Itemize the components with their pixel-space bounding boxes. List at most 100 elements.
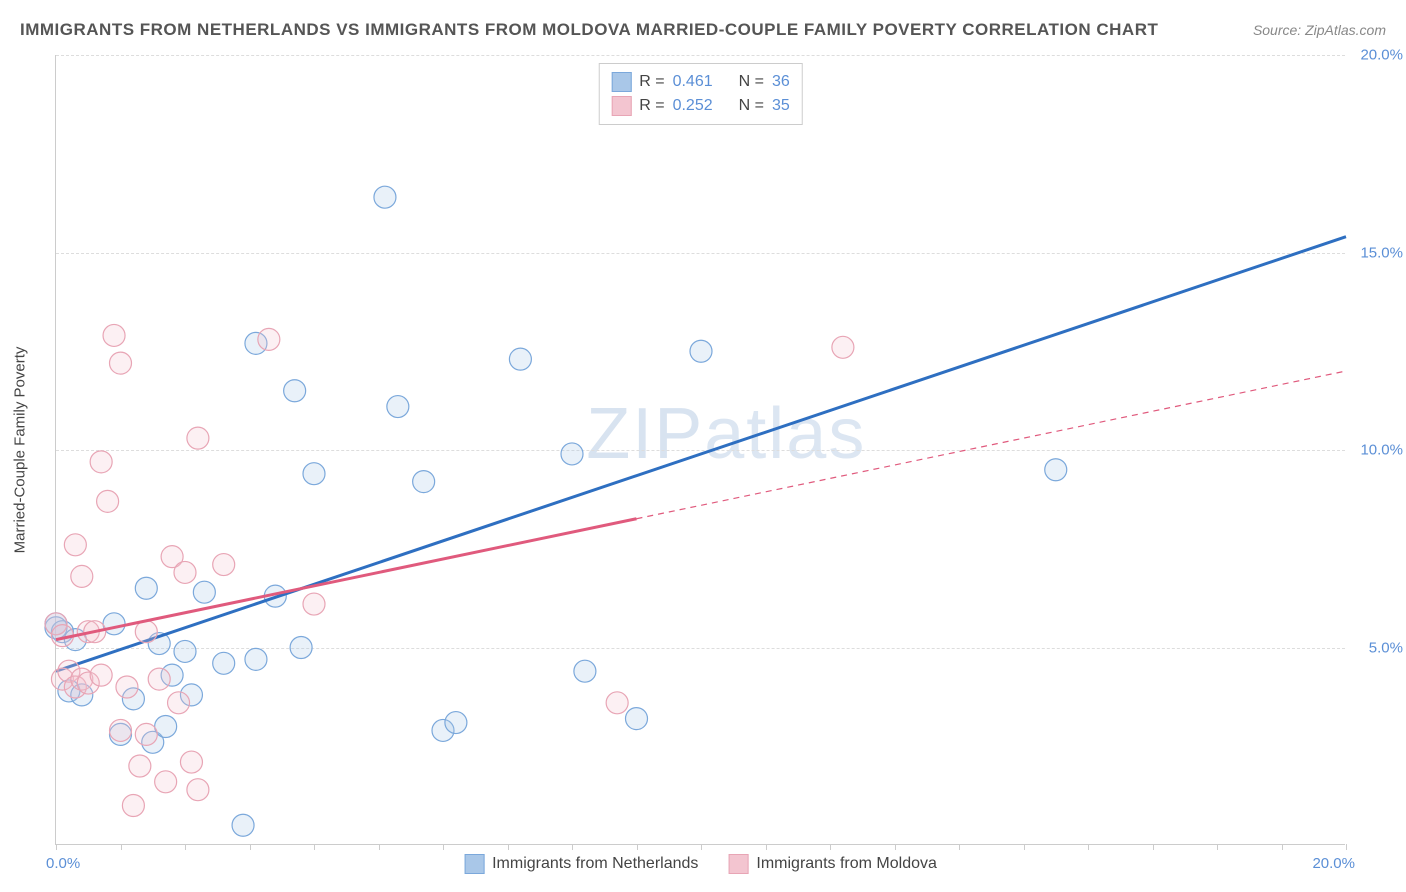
y-tick-label: 15.0% bbox=[1353, 244, 1403, 261]
r-value-1: 0.252 bbox=[673, 97, 713, 115]
legend-series-swatch-1 bbox=[728, 854, 748, 874]
scatter-point bbox=[606, 692, 628, 714]
scatter-point bbox=[155, 716, 177, 738]
scatter-point bbox=[148, 668, 170, 690]
x-tick bbox=[185, 844, 186, 850]
scatter-point bbox=[97, 490, 119, 512]
x-tick bbox=[1346, 844, 1347, 850]
scatter-point bbox=[1045, 459, 1067, 481]
scatter-point bbox=[135, 723, 157, 745]
x-tick bbox=[1217, 844, 1218, 850]
plot-svg bbox=[56, 55, 1345, 844]
x-tick bbox=[701, 844, 702, 850]
legend-series-label-1: Immigrants from Moldova bbox=[756, 855, 937, 873]
x-tick-label-min: 0.0% bbox=[46, 855, 80, 872]
x-tick-label-max: 20.0% bbox=[1312, 855, 1355, 872]
x-tick bbox=[443, 844, 444, 850]
scatter-point bbox=[232, 814, 254, 836]
n-value-0: 36 bbox=[772, 73, 790, 91]
legend-swatch-0 bbox=[611, 72, 631, 92]
scatter-point bbox=[193, 581, 215, 603]
scatter-point bbox=[509, 348, 531, 370]
scatter-point bbox=[174, 561, 196, 583]
legend-series-item-0: Immigrants from Netherlands bbox=[464, 854, 698, 874]
chart-container: Married-Couple Family Poverty ZIPatlas 5… bbox=[55, 55, 1345, 845]
x-tick bbox=[56, 844, 57, 850]
scatter-point bbox=[303, 463, 325, 485]
scatter-point bbox=[103, 324, 125, 346]
scatter-point bbox=[284, 380, 306, 402]
x-tick bbox=[314, 844, 315, 850]
n-label-0: N = bbox=[739, 73, 764, 91]
scatter-point bbox=[135, 577, 157, 599]
r-label-0: R = bbox=[639, 73, 664, 91]
legend-stats-row-0: R = 0.461 N = 36 bbox=[611, 70, 790, 94]
chart-title: IMMIGRANTS FROM NETHERLANDS VS IMMIGRANT… bbox=[20, 20, 1158, 40]
scatter-point bbox=[110, 719, 132, 741]
y-axis-label: Married-Couple Family Poverty bbox=[12, 347, 29, 554]
scatter-point bbox=[155, 771, 177, 793]
scatter-point bbox=[561, 443, 583, 465]
scatter-point bbox=[135, 621, 157, 643]
scatter-point bbox=[129, 755, 151, 777]
y-tick-label: 10.0% bbox=[1353, 442, 1403, 459]
scatter-point bbox=[180, 751, 202, 773]
x-tick bbox=[1024, 844, 1025, 850]
scatter-point bbox=[116, 676, 138, 698]
legend-swatch-1 bbox=[611, 96, 631, 116]
x-tick bbox=[572, 844, 573, 850]
scatter-point bbox=[832, 336, 854, 358]
x-tick bbox=[1088, 844, 1089, 850]
scatter-point bbox=[174, 640, 196, 662]
x-tick bbox=[959, 844, 960, 850]
scatter-point bbox=[187, 427, 209, 449]
x-tick bbox=[1282, 844, 1283, 850]
chart-header: IMMIGRANTS FROM NETHERLANDS VS IMMIGRANT… bbox=[20, 20, 1386, 40]
scatter-point bbox=[103, 613, 125, 635]
x-tick bbox=[379, 844, 380, 850]
scatter-point bbox=[213, 652, 235, 674]
x-tick bbox=[1153, 844, 1154, 850]
scatter-point bbox=[387, 396, 409, 418]
x-tick bbox=[250, 844, 251, 850]
scatter-point bbox=[168, 692, 190, 714]
r-value-0: 0.461 bbox=[673, 73, 713, 91]
x-tick bbox=[766, 844, 767, 850]
y-tick-label: 5.0% bbox=[1353, 639, 1403, 656]
y-tick-label: 20.0% bbox=[1353, 47, 1403, 64]
legend-series-swatch-0 bbox=[464, 854, 484, 874]
x-tick bbox=[121, 844, 122, 850]
trend-line bbox=[56, 237, 1346, 672]
n-value-1: 35 bbox=[772, 97, 790, 115]
r-label-1: R = bbox=[639, 97, 664, 115]
scatter-point bbox=[245, 648, 267, 670]
scatter-point bbox=[64, 534, 86, 556]
plot-area: ZIPatlas 5.0%10.0%15.0%20.0% 0.0% 20.0% … bbox=[55, 55, 1345, 845]
scatter-point bbox=[213, 554, 235, 576]
scatter-point bbox=[290, 637, 312, 659]
scatter-point bbox=[303, 593, 325, 615]
legend-series-item-1: Immigrants from Moldova bbox=[728, 854, 937, 874]
x-tick bbox=[508, 844, 509, 850]
scatter-point bbox=[445, 712, 467, 734]
scatter-point bbox=[413, 471, 435, 493]
x-tick bbox=[895, 844, 896, 850]
scatter-point bbox=[187, 779, 209, 801]
scatter-point bbox=[258, 328, 280, 350]
scatter-point bbox=[690, 340, 712, 362]
scatter-point bbox=[110, 352, 132, 374]
legend-series: Immigrants from Netherlands Immigrants f… bbox=[464, 854, 937, 874]
legend-series-label-0: Immigrants from Netherlands bbox=[492, 855, 698, 873]
scatter-point bbox=[626, 708, 648, 730]
n-label-1: N = bbox=[739, 97, 764, 115]
x-tick bbox=[637, 844, 638, 850]
scatter-point bbox=[122, 795, 144, 817]
trend-line-extrapolated bbox=[637, 371, 1347, 519]
legend-stats-row-1: R = 0.252 N = 35 bbox=[611, 94, 790, 118]
chart-source: Source: ZipAtlas.com bbox=[1253, 22, 1386, 38]
x-tick bbox=[830, 844, 831, 850]
scatter-point bbox=[374, 186, 396, 208]
scatter-point bbox=[90, 664, 112, 686]
scatter-point bbox=[574, 660, 596, 682]
scatter-point bbox=[90, 451, 112, 473]
